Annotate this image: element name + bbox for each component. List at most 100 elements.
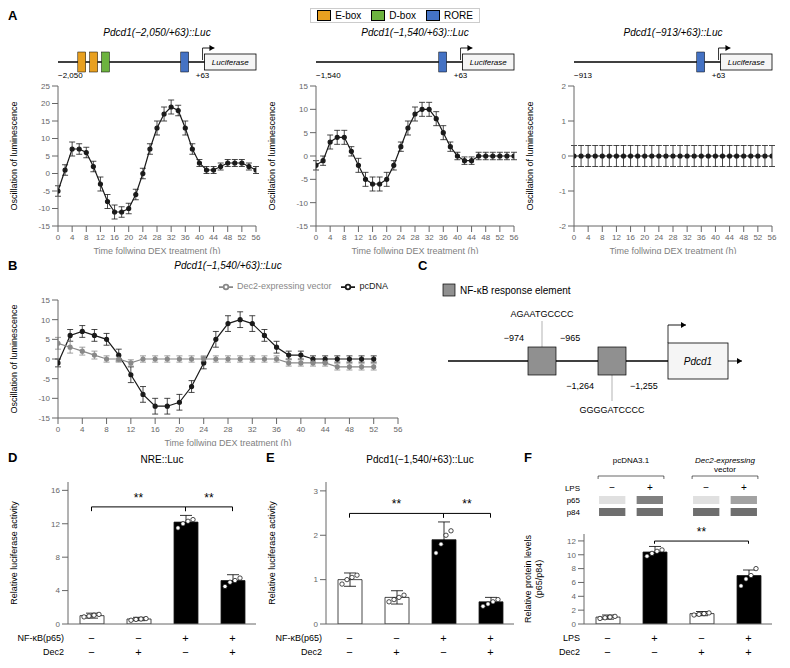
svg-text:10: 10 — [41, 134, 50, 143]
svg-text:40: 40 — [195, 233, 204, 242]
svg-text:+: + — [487, 646, 493, 658]
svg-text:-10: -10 — [296, 199, 308, 208]
svg-text:+: + — [229, 646, 235, 658]
svg-text:+: + — [229, 632, 235, 644]
svg-text:Dec2-expressing: Dec2-expressing — [695, 456, 756, 465]
svg-text:48: 48 — [345, 425, 354, 434]
svg-text:12: 12 — [354, 233, 363, 242]
svg-text:20: 20 — [382, 233, 391, 242]
svg-text:+: + — [745, 646, 751, 658]
svg-text:32: 32 — [683, 233, 692, 242]
svg-text:52: 52 — [237, 233, 246, 242]
svg-text:−1,540: −1,540 — [316, 71, 341, 80]
svg-text:24: 24 — [396, 233, 405, 242]
svg-text:5: 5 — [304, 129, 309, 138]
svg-text:12: 12 — [51, 520, 60, 529]
svg-text:p65: p65 — [567, 496, 581, 505]
svg-text:1: 1 — [562, 117, 567, 126]
svg-text:-5: -5 — [301, 175, 309, 184]
svg-text:4: 4 — [572, 592, 577, 601]
svg-text:20: 20 — [175, 425, 184, 434]
svg-text:-15: -15 — [296, 222, 308, 231]
svg-text:NF-κB response element: NF-κB response element — [460, 285, 571, 296]
svg-text:44: 44 — [321, 425, 330, 434]
svg-text:56: 56 — [394, 425, 403, 434]
svg-text:20: 20 — [640, 233, 649, 242]
svg-text:4: 4 — [586, 233, 591, 242]
svg-text:Pdcd1(−1,540/+63)::Luc: Pdcd1(−1,540/+63)::Luc — [361, 27, 468, 38]
svg-text:Time follwing DEX treatment (h: Time follwing DEX treatment (h) — [351, 246, 478, 254]
svg-text:4: 4 — [56, 586, 61, 595]
svg-text:28: 28 — [224, 425, 233, 434]
svg-text:56: 56 — [252, 233, 261, 242]
svg-text:8: 8 — [600, 233, 605, 242]
svg-text:GGGGATCCCC: GGGGATCCCC — [580, 405, 645, 415]
svg-text:Oscillation of luminescence: Oscillation of luminescence — [9, 304, 19, 413]
svg-text:-10: -10 — [38, 394, 50, 403]
svg-text:−: − — [604, 632, 610, 644]
svg-text:12: 12 — [567, 537, 576, 546]
svg-text:NF-κB(p65): NF-κB(p65) — [275, 633, 322, 643]
svg-text:32: 32 — [425, 233, 434, 242]
svg-text:36: 36 — [439, 233, 448, 242]
svg-text:44: 44 — [725, 233, 734, 242]
svg-text:0: 0 — [314, 233, 319, 242]
svg-text:12: 12 — [96, 233, 105, 242]
svg-text:0: 0 — [304, 152, 309, 161]
svg-text:+: + — [182, 632, 188, 644]
svg-text:**: ** — [134, 491, 144, 505]
svg-text:16: 16 — [368, 233, 377, 242]
svg-text:Dec2: Dec2 — [43, 647, 64, 657]
svg-text:4: 4 — [70, 233, 75, 242]
svg-text:Relative luciferase activity: Relative luciferase activity — [267, 501, 277, 605]
svg-text:Oscillation of luminescence: Oscillation of luminescence — [9, 101, 19, 210]
svg-text:16: 16 — [626, 233, 635, 242]
svg-text:**: ** — [392, 497, 402, 511]
svg-text:+: + — [393, 646, 399, 658]
svg-text:12: 12 — [612, 233, 621, 242]
svg-text:Oscillation of luminescence: Oscillation of luminescence — [267, 101, 277, 210]
svg-text:24: 24 — [654, 233, 663, 242]
svg-text:4: 4 — [80, 425, 85, 434]
svg-text:48: 48 — [739, 233, 748, 242]
svg-text:+63: +63 — [712, 71, 726, 80]
svg-text:−1,255: −1,255 — [630, 381, 658, 391]
svg-text:15: 15 — [41, 117, 50, 126]
svg-text:5: 5 — [46, 152, 51, 161]
svg-text:−: − — [440, 646, 446, 658]
svg-text:28: 28 — [669, 233, 678, 242]
svg-text:Oscillation of luminescence: Oscillation of luminescence — [525, 101, 535, 210]
svg-text:pcDNA3.1: pcDNA3.1 — [613, 456, 650, 465]
svg-text:56: 56 — [510, 233, 519, 242]
svg-text:25: 25 — [41, 82, 50, 91]
svg-text:−913: −913 — [574, 71, 593, 80]
svg-text:AGAATGCCCC: AGAATGCCCC — [511, 309, 574, 319]
svg-text:48: 48 — [223, 233, 232, 242]
svg-text:8: 8 — [84, 233, 89, 242]
svg-text:0: 0 — [46, 355, 51, 364]
svg-text:LPS: LPS — [565, 484, 580, 493]
svg-text:Pdcd1: Pdcd1 — [684, 356, 712, 367]
svg-text:32: 32 — [167, 233, 176, 242]
svg-text:0: 0 — [314, 620, 319, 629]
svg-text:−: − — [651, 646, 657, 658]
svg-text:0: 0 — [56, 425, 61, 434]
svg-text:10: 10 — [41, 316, 50, 325]
svg-text:2: 2 — [314, 531, 319, 540]
svg-text:52: 52 — [753, 233, 762, 242]
svg-text:2: 2 — [572, 606, 577, 615]
svg-text:-5: -5 — [43, 375, 51, 384]
svg-text:p84: p84 — [567, 508, 581, 517]
svg-text:3: 3 — [314, 487, 319, 496]
svg-text:16: 16 — [110, 233, 119, 242]
svg-text:vector: vector — [714, 465, 736, 474]
svg-text:−2,050: −2,050 — [58, 71, 83, 80]
svg-text:+63: +63 — [454, 71, 468, 80]
svg-text:1: 1 — [314, 575, 319, 584]
svg-text:−: − — [135, 632, 141, 644]
svg-text:-10: -10 — [38, 204, 50, 213]
svg-text:NF-κB(p65): NF-κB(p65) — [17, 633, 64, 643]
svg-text:10: 10 — [567, 551, 576, 560]
svg-text:−: − — [703, 482, 709, 493]
svg-text:0: 0 — [56, 233, 61, 242]
